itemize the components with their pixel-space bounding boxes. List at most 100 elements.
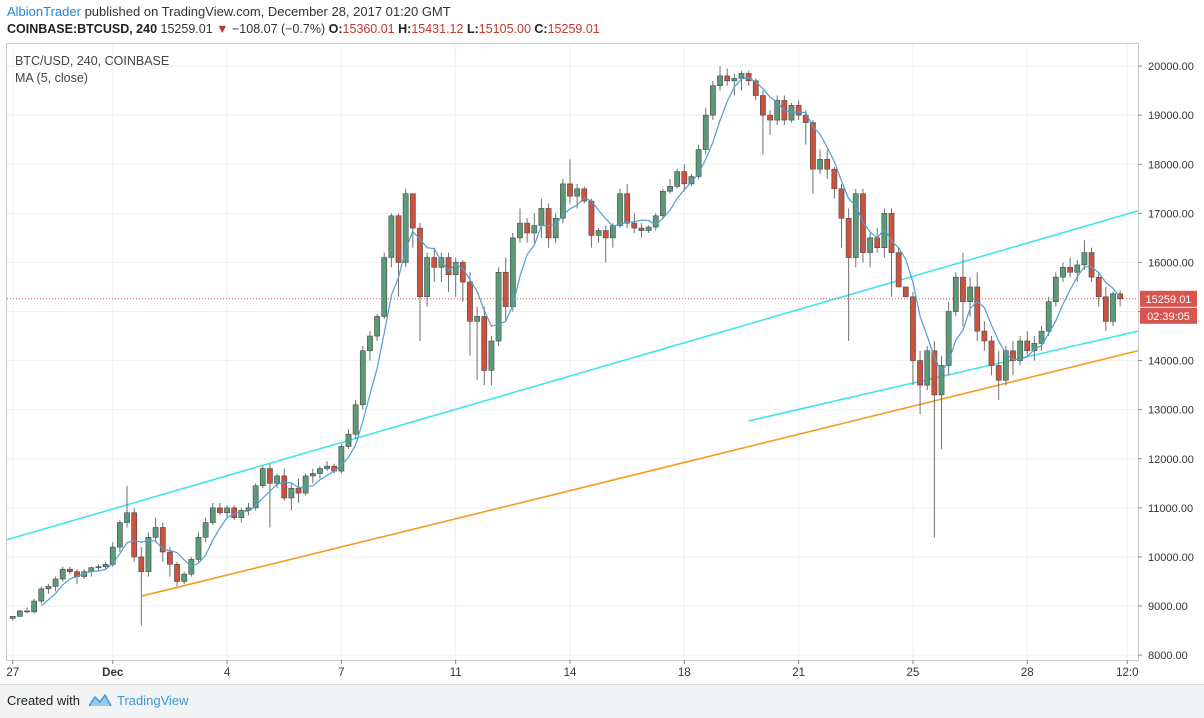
candle-down[interactable] — [888, 213, 895, 253]
candle-up[interactable] — [209, 507, 216, 523]
candle-up[interactable] — [338, 446, 345, 472]
candle-down[interactable] — [588, 200, 595, 236]
chart-pane[interactable] — [6, 43, 1139, 661]
candle-up[interactable] — [302, 475, 309, 494]
candle-up[interactable] — [938, 365, 945, 396]
candle-up[interactable] — [288, 487, 295, 499]
candle-down[interactable] — [24, 610, 30, 613]
candle-up[interactable] — [1081, 252, 1088, 266]
candle-up[interactable] — [688, 176, 695, 185]
candle-up[interactable] — [652, 215, 659, 228]
candle-up[interactable] — [224, 507, 230, 514]
candle-down[interactable] — [917, 360, 923, 386]
candle-down[interactable] — [810, 122, 816, 170]
candle-up[interactable] — [438, 257, 445, 268]
candle-down[interactable] — [174, 563, 180, 582]
candle-up[interactable] — [38, 588, 45, 602]
candle-up[interactable] — [1074, 264, 1081, 273]
candle-up[interactable] — [1052, 276, 1059, 302]
candle-down[interactable] — [845, 217, 852, 258]
candle-down[interactable] — [267, 468, 273, 484]
candle-up[interactable] — [359, 350, 366, 406]
candle-up[interactable] — [702, 114, 709, 150]
candle-up[interactable] — [538, 208, 545, 226]
candle-up[interactable] — [367, 335, 373, 352]
candle-down[interactable] — [67, 568, 73, 572]
candle-down[interactable] — [974, 286, 981, 332]
candle-down[interactable] — [159, 527, 166, 553]
candle-up[interactable] — [667, 186, 673, 192]
candle-up[interactable] — [345, 433, 352, 447]
candle-up[interactable] — [817, 159, 823, 170]
candle-up[interactable] — [674, 171, 681, 187]
candle-up[interactable] — [609, 225, 616, 239]
candle-up[interactable] — [117, 522, 123, 548]
candle-up[interactable] — [488, 340, 495, 371]
candle-up[interactable] — [388, 215, 395, 258]
candle-down[interactable] — [467, 281, 473, 322]
candle-up[interactable] — [238, 509, 245, 518]
candle-down[interactable] — [395, 215, 402, 263]
candle-up[interactable] — [352, 404, 359, 435]
candle-down[interactable] — [281, 475, 288, 499]
candle-down[interactable] — [910, 296, 916, 361]
candle-up[interactable] — [495, 271, 502, 342]
candle-up[interactable] — [381, 257, 388, 317]
candle-up[interactable] — [152, 527, 159, 538]
candle-up[interactable] — [924, 350, 931, 386]
candle-down[interactable] — [138, 556, 145, 572]
candle-down[interactable] — [1088, 252, 1095, 278]
candle-up[interactable] — [274, 475, 280, 484]
candle-up[interactable] — [452, 262, 459, 275]
candle-up[interactable] — [45, 586, 52, 590]
candle-up[interactable] — [9, 616, 16, 619]
candle-down[interactable] — [567, 183, 573, 197]
candle-up[interactable] — [1038, 330, 1045, 344]
candle-up[interactable] — [1110, 293, 1116, 322]
candle-down[interactable] — [838, 188, 845, 219]
ma-line[interactable] — [40, 77, 1121, 607]
candle-down[interactable] — [638, 227, 645, 231]
candle-down[interactable] — [981, 330, 988, 342]
candle-down[interactable] — [1010, 350, 1016, 361]
candle-up[interactable] — [317, 468, 323, 474]
candle-up[interactable] — [1017, 340, 1023, 361]
support-trendline[interactable] — [141, 349, 1139, 597]
candle-down[interactable] — [602, 230, 609, 239]
candle-up[interactable] — [195, 536, 202, 560]
candle-down[interactable] — [631, 222, 638, 229]
channel-upper-line[interactable] — [6, 210, 1139, 541]
candle-up[interactable] — [717, 75, 723, 87]
candle-down[interactable] — [902, 286, 909, 298]
candle-up[interactable] — [1060, 267, 1066, 278]
candle-down[interactable] — [131, 512, 138, 558]
candle-down[interactable] — [831, 168, 838, 190]
candle-up[interactable] — [402, 193, 409, 263]
candle-up[interactable] — [124, 512, 130, 523]
candle-up[interactable] — [145, 536, 152, 572]
candle-up[interactable] — [109, 546, 116, 565]
candle-up[interactable] — [731, 78, 738, 82]
candle-up[interactable] — [424, 257, 430, 298]
candle-up[interactable] — [881, 213, 888, 248]
candle-down[interactable] — [681, 171, 688, 185]
candle-up[interactable] — [202, 522, 209, 538]
candle-down[interactable] — [417, 227, 423, 298]
candle-up[interactable] — [574, 188, 581, 197]
candle-down[interactable] — [760, 95, 766, 116]
candle-up[interactable] — [259, 468, 266, 487]
candle-up[interactable] — [59, 568, 66, 580]
candle-up[interactable] — [710, 85, 716, 116]
candle-down[interactable] — [988, 340, 995, 366]
candle-down[interactable] — [895, 252, 902, 288]
candle-down[interactable] — [767, 114, 773, 121]
candle-up[interactable] — [1045, 301, 1052, 332]
candle-up[interactable] — [645, 226, 652, 231]
candle-down[interactable] — [1095, 276, 1102, 298]
candle-up[interactable] — [181, 573, 188, 582]
candle-up[interactable] — [952, 276, 959, 312]
candle-down[interactable] — [795, 105, 802, 116]
candle-up[interactable] — [552, 217, 559, 239]
candle-down[interactable] — [502, 271, 509, 307]
candle-up[interactable] — [324, 465, 330, 469]
